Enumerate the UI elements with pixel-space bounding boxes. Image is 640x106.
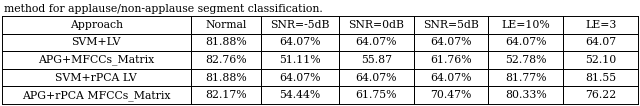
Text: 52.10: 52.10 — [585, 55, 616, 65]
Text: 64.07%: 64.07% — [355, 73, 397, 83]
Text: 81.88%: 81.88% — [205, 73, 246, 83]
Text: 64.07%: 64.07% — [355, 37, 397, 47]
Text: 64.07%: 64.07% — [430, 37, 472, 47]
Text: Normal: Normal — [205, 20, 246, 30]
Text: 54.44%: 54.44% — [279, 90, 321, 100]
Text: 64.07%: 64.07% — [505, 37, 547, 47]
Text: SNR=5dB: SNR=5dB — [423, 20, 479, 30]
Text: 81.77%: 81.77% — [505, 73, 547, 83]
Text: 51.11%: 51.11% — [279, 55, 321, 65]
Text: SVM+LV: SVM+LV — [72, 37, 121, 47]
Text: SNR=0dB: SNR=0dB — [348, 20, 404, 30]
Text: SNR=-5dB: SNR=-5dB — [270, 20, 330, 30]
Text: APG+MFCCs_Matrix: APG+MFCCs_Matrix — [38, 55, 154, 65]
Text: 61.75%: 61.75% — [355, 90, 397, 100]
Text: 81.88%: 81.88% — [205, 37, 246, 47]
Text: 80.33%: 80.33% — [505, 90, 547, 100]
Text: 52.78%: 52.78% — [505, 55, 547, 65]
Text: SVM+rPCA LV: SVM+rPCA LV — [56, 73, 137, 83]
Text: 82.76%: 82.76% — [205, 55, 246, 65]
Text: 64.07: 64.07 — [585, 37, 616, 47]
Text: 82.17%: 82.17% — [205, 90, 246, 100]
Text: 61.76%: 61.76% — [430, 55, 472, 65]
Text: 76.22: 76.22 — [585, 90, 616, 100]
Text: Approach: Approach — [70, 20, 123, 30]
Text: method for applause/non-applause segment classification.: method for applause/non-applause segment… — [4, 4, 323, 14]
Text: LE=3: LE=3 — [585, 20, 616, 30]
Text: 55.87: 55.87 — [361, 55, 392, 65]
Text: 81.55: 81.55 — [585, 73, 616, 83]
Text: 70.47%: 70.47% — [430, 90, 472, 100]
Text: APG+rPCA MFCCs_Matrix: APG+rPCA MFCCs_Matrix — [22, 90, 171, 101]
Text: 64.07%: 64.07% — [279, 73, 321, 83]
Text: 64.07%: 64.07% — [279, 37, 321, 47]
Text: 64.07%: 64.07% — [430, 73, 472, 83]
Text: LE=10%: LE=10% — [502, 20, 550, 30]
